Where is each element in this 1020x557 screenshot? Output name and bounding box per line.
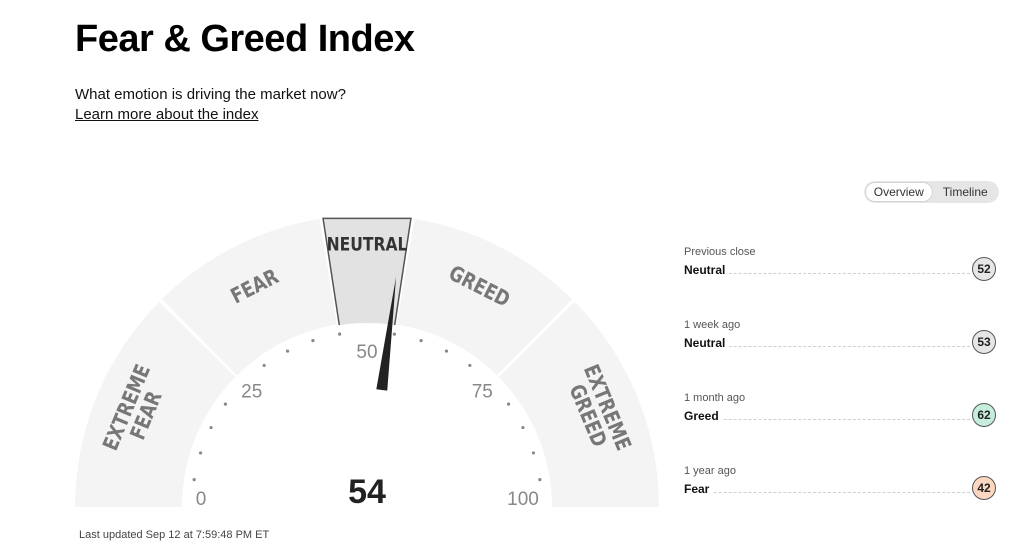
history-value-badge: 52 bbox=[972, 257, 996, 281]
tick-dot bbox=[311, 338, 315, 343]
gauge-face bbox=[183, 323, 551, 507]
leader-line bbox=[684, 492, 970, 493]
tick-dot bbox=[419, 338, 423, 343]
tick-dot bbox=[444, 349, 449, 353]
scale-label: 0 bbox=[196, 489, 207, 510]
tick-dot bbox=[262, 363, 266, 368]
gauge-hub bbox=[307, 447, 427, 530]
scale-label: 25 bbox=[241, 382, 262, 403]
history-item-1-week-ago: 1 week ago Neutral 53 bbox=[684, 319, 996, 379]
history-label: 1 week ago bbox=[684, 319, 741, 331]
history-item-1-month-ago: 1 month ago Greed 62 bbox=[684, 392, 996, 452]
toggle-timeline[interactable]: Timeline bbox=[942, 185, 988, 199]
tick-dot bbox=[392, 332, 396, 336]
history-rating: Fear bbox=[684, 482, 714, 496]
scale-label: 75 bbox=[472, 382, 493, 403]
gauge-needle bbox=[376, 276, 397, 391]
history-label: Previous close bbox=[684, 246, 756, 258]
tick-dot bbox=[506, 402, 511, 406]
history-item-previous-close: Previous close Neutral 52 bbox=[684, 246, 996, 306]
zone-label-neutral: NEUTRAL bbox=[327, 234, 408, 256]
history-value-badge: 62 bbox=[972, 403, 996, 427]
tick-dot bbox=[531, 451, 536, 455]
history-label: 1 month ago bbox=[684, 392, 746, 404]
zone-greed bbox=[397, 218, 573, 376]
learn-more-link[interactable]: Learn more about the index bbox=[75, 106, 259, 123]
leader-line bbox=[684, 346, 970, 347]
page-title: Fear & Greed Index bbox=[75, 18, 415, 60]
history-value-badge: 42 bbox=[972, 476, 996, 500]
leader-line bbox=[684, 273, 970, 274]
history-rating: Greed bbox=[684, 409, 723, 423]
tick-dot bbox=[285, 349, 290, 353]
toggle-overview[interactable]: Overview bbox=[865, 182, 933, 202]
tick-dot bbox=[223, 402, 228, 406]
scale-label: 50 bbox=[356, 342, 377, 363]
zone-extreme-fear bbox=[75, 301, 236, 507]
zone-extreme-greed bbox=[498, 301, 659, 507]
last-updated: Last updated Sep 12 at 7:59:48 PM ET bbox=[79, 529, 270, 541]
tick-dot bbox=[209, 425, 213, 430]
tick-dot bbox=[198, 451, 203, 455]
tick-dot bbox=[192, 478, 196, 482]
tick-dot bbox=[538, 478, 542, 482]
history-item-1-year-ago: 1 year ago Fear 42 bbox=[684, 465, 996, 525]
tick-dot bbox=[468, 363, 472, 368]
history-label: 1 year ago bbox=[684, 465, 736, 477]
scale-label: 100 bbox=[507, 489, 539, 510]
tick-dot bbox=[521, 425, 525, 430]
gauge-value: 54 bbox=[348, 473, 386, 511]
page-subtitle: What emotion is driving the market now? bbox=[75, 86, 346, 103]
zone-fear bbox=[161, 218, 337, 376]
view-toggle: Overview Timeline bbox=[864, 181, 999, 203]
history-value-badge: 53 bbox=[972, 330, 996, 354]
history-rating: Neutral bbox=[684, 336, 730, 350]
tick-dot bbox=[338, 332, 342, 336]
leader-line bbox=[684, 419, 970, 420]
history-rating: Neutral bbox=[684, 263, 730, 277]
